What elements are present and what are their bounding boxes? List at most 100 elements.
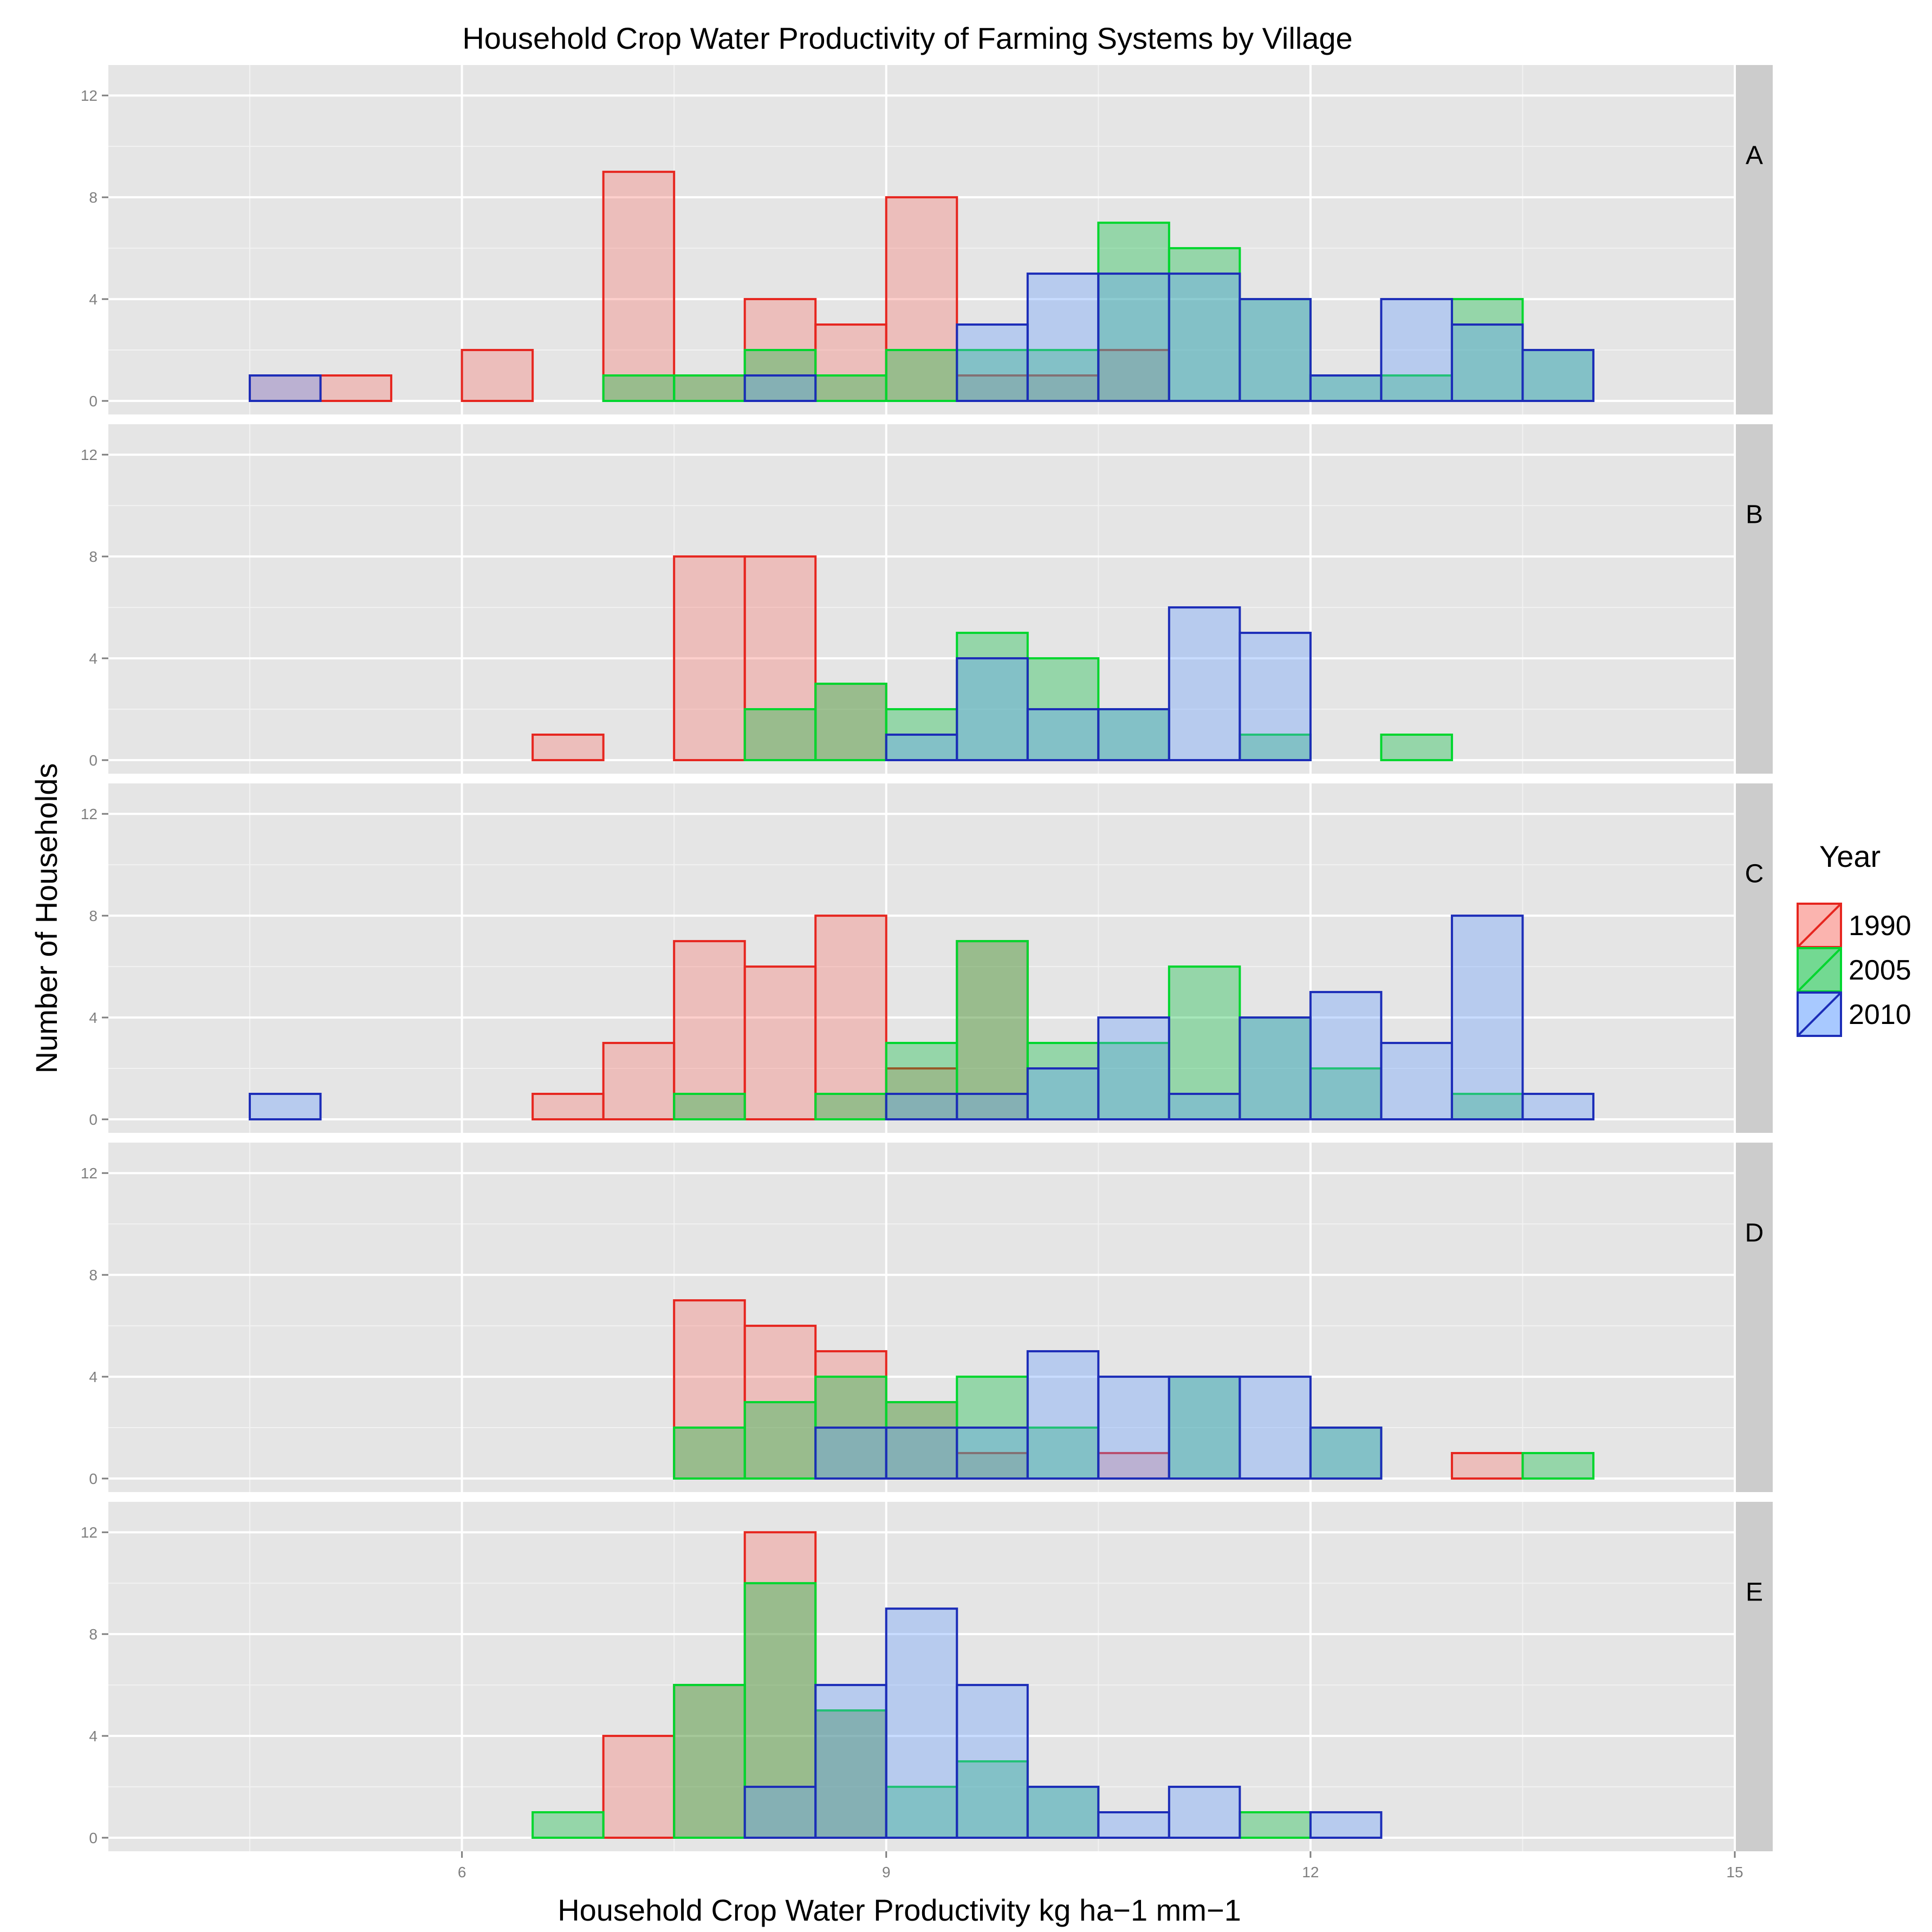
x-tick-label: 9 — [882, 1864, 891, 1881]
y-tick-label: 12 — [81, 1165, 98, 1182]
legend: Year 1990 2005 2010 — [1797, 839, 1911, 1037]
bar-2010 — [1026, 708, 1100, 761]
bar-2010 — [1309, 1811, 1383, 1839]
bar-2010 — [1097, 273, 1170, 403]
panel-background — [108, 1502, 1735, 1851]
bar-2005 — [956, 1760, 1029, 1839]
bar-1990 — [602, 1735, 676, 1839]
bar-2010 — [743, 374, 817, 402]
bar-2010 — [1097, 1811, 1170, 1839]
bar-1990 — [814, 323, 887, 402]
series-1990 — [531, 915, 1029, 1120]
panel-E: 0 4 8 12 E — [81, 1502, 1773, 1851]
bar-1990 — [743, 555, 817, 761]
bar-2005 — [602, 374, 676, 402]
bar-2010 — [1168, 1376, 1241, 1480]
series-2005 — [531, 1582, 1312, 1839]
panel-D: 0 4 8 12 D — [81, 1143, 1773, 1492]
series-1990 — [249, 171, 1170, 402]
bar-2010 — [1026, 1350, 1100, 1480]
y-tick-label: 12 — [81, 446, 98, 463]
bar-2010 — [1521, 349, 1594, 402]
y-tick-label: 0 — [89, 393, 98, 410]
facet-label: D — [1745, 1219, 1764, 1248]
y-tick-label: 8 — [89, 1267, 98, 1283]
facet-strip — [1736, 783, 1773, 1133]
chart-title: Household Crop Water Productivity of Far… — [462, 21, 1352, 55]
bar-2005 — [1521, 1452, 1594, 1480]
bar-2005 — [673, 374, 746, 402]
bar-2010 — [956, 657, 1029, 761]
facet-label: A — [1746, 141, 1763, 170]
bar-2005 — [673, 1427, 746, 1480]
legend-label: 2010 — [1849, 999, 1911, 1030]
x-axis-label: Household Crop Water Productivity kg ha−… — [557, 1893, 1241, 1927]
bar-2010 — [885, 1093, 958, 1120]
bar-2010 — [1309, 991, 1383, 1120]
legend-key-slash — [1797, 991, 1842, 1037]
series-1990 — [531, 555, 887, 761]
bar-1990 — [956, 1452, 1029, 1480]
series-2010 — [249, 273, 1594, 403]
legend-title: Year — [1819, 839, 1881, 873]
y-tick-label: 0 — [89, 1111, 98, 1128]
bar-2010 — [956, 323, 1029, 402]
y-tick-label: 12 — [81, 1524, 98, 1541]
bar-1990 — [531, 734, 605, 761]
bar-1990 — [673, 1299, 746, 1480]
facet-strip — [1736, 1143, 1773, 1492]
legend-item-2005: 2005 — [1797, 947, 1911, 993]
series-2010 — [249, 915, 1594, 1120]
bar-2005 — [531, 1811, 605, 1839]
bar-2005 — [814, 374, 887, 402]
panel-B: 0 4 8 12 B — [81, 424, 1773, 774]
bar-2010 — [885, 1427, 958, 1480]
y-tick-label: 4 — [89, 1009, 98, 1026]
y-tick-label: 12 — [81, 87, 98, 104]
bar-1990 — [602, 1042, 676, 1120]
bar-2010 — [1097, 1376, 1170, 1480]
facet-strip — [1736, 65, 1773, 414]
bar-2010 — [1168, 1786, 1241, 1839]
bar-2010 — [1309, 374, 1383, 402]
bar-2010 — [1380, 1042, 1453, 1120]
bar-2005 — [1097, 222, 1170, 402]
bar-2010 — [1168, 606, 1241, 761]
bar-2010 — [1380, 298, 1453, 402]
bar-2010 — [1168, 273, 1241, 403]
bar-2010 — [1026, 1786, 1100, 1839]
bar-2010 — [1521, 1093, 1594, 1120]
legend-key-slash — [1797, 947, 1842, 993]
legend-item-2010: 2010 — [1797, 991, 1911, 1037]
bar-1990 — [743, 965, 817, 1120]
bar-1990 — [956, 940, 1029, 1120]
panel-A: 0 4 8 12 A — [81, 65, 1773, 414]
bar-2010 — [1239, 632, 1312, 761]
bar-2010 — [1026, 1067, 1100, 1120]
bar-2010 — [956, 1093, 1029, 1120]
bar-2005 — [743, 1401, 817, 1480]
bar-2010 — [885, 734, 958, 761]
y-tick-label: 8 — [89, 548, 98, 565]
bar-2005 — [743, 708, 817, 761]
bar-1990 — [602, 171, 676, 402]
y-tick-label: 8 — [89, 1626, 98, 1643]
bar-2010 — [885, 1607, 958, 1839]
x-axis: 6 9 12 15 — [458, 1851, 1743, 1881]
y-tick-label: 12 — [81, 806, 98, 822]
bar-2010 — [1097, 708, 1170, 761]
bar-2010 — [1026, 273, 1100, 403]
facet-panels: 0 4 8 12 A 0 4 8 12 B 0 4 8 12 C 0 4 8 12 D 0 4 8 12 E — [81, 65, 1773, 1851]
bar-1990 — [673, 940, 746, 1120]
y-tick-label: 4 — [89, 291, 98, 308]
legend-key-slash — [1797, 903, 1842, 948]
bar-2010 — [249, 374, 322, 402]
facet-label: C — [1745, 860, 1764, 889]
bar-1990 — [673, 555, 746, 761]
bar-2005 — [1239, 298, 1312, 402]
bar-1990 — [531, 1093, 605, 1120]
facet-label: E — [1746, 1578, 1763, 1607]
bar-2005 — [885, 349, 958, 402]
bar-2010 — [1450, 915, 1524, 1120]
